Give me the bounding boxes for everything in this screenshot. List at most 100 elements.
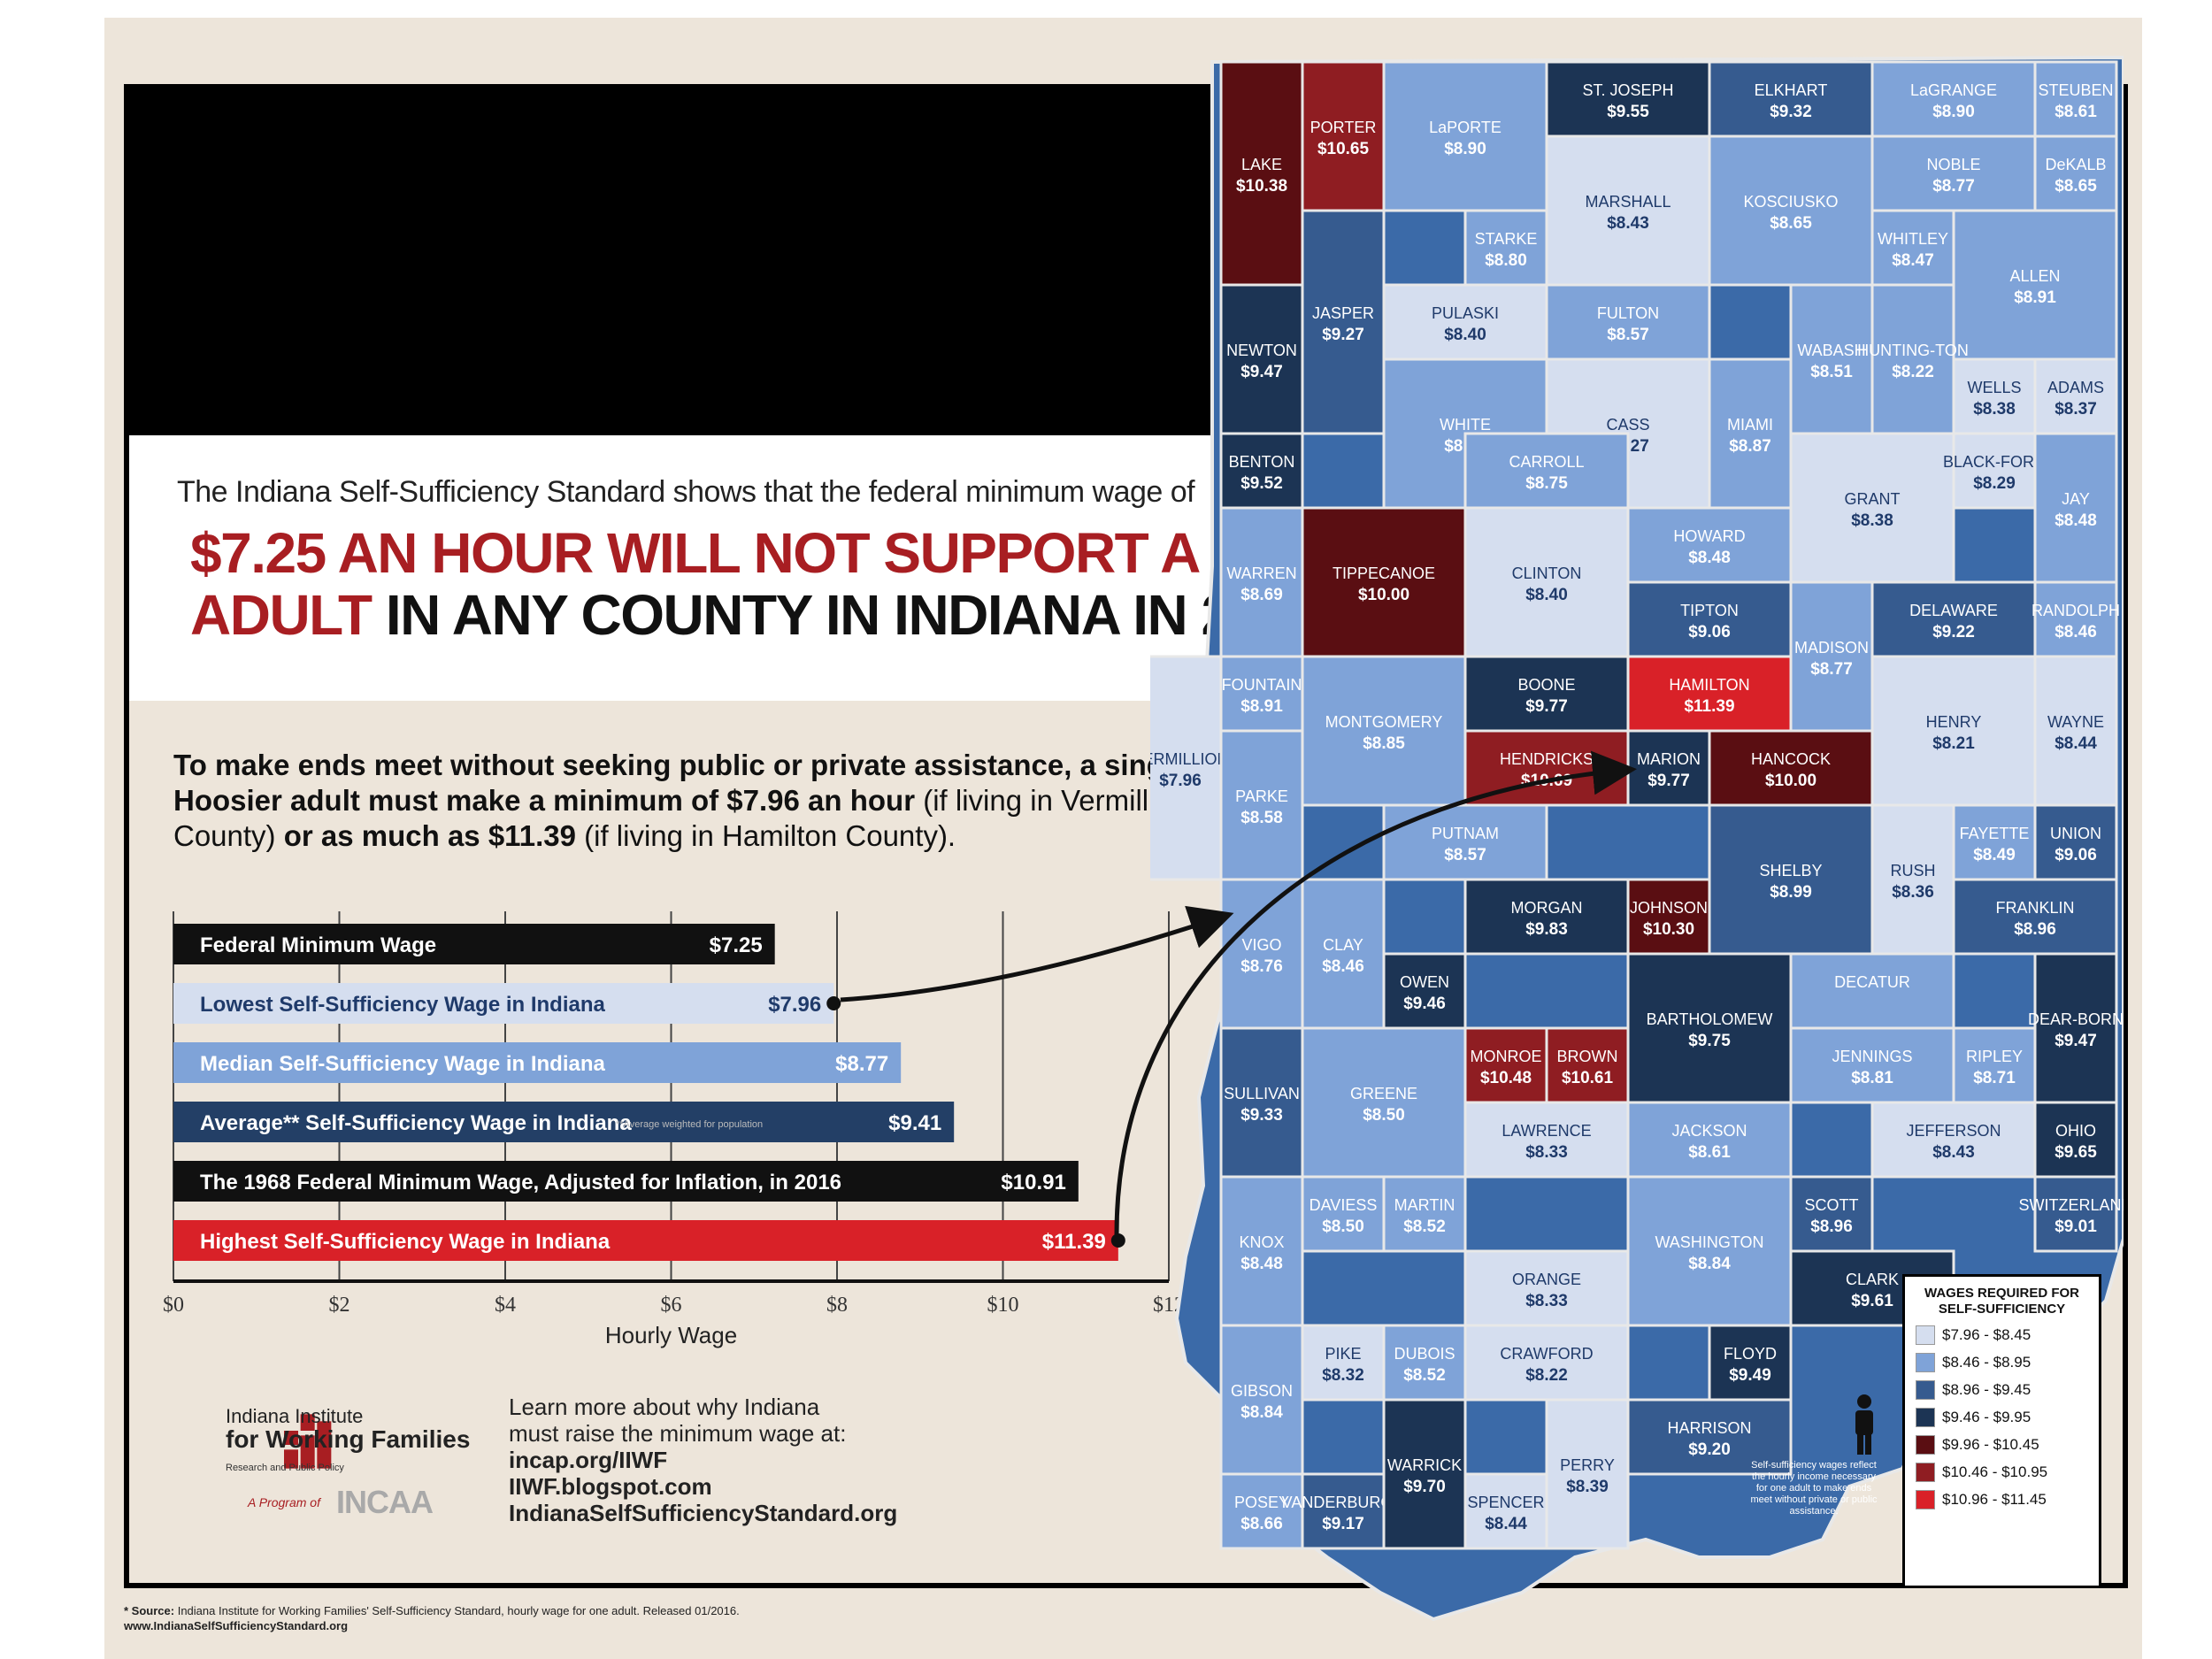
county-wage: $8.22 bbox=[1892, 363, 1934, 381]
x-tick-label: $0 bbox=[163, 1294, 184, 1317]
county-name: WELLS bbox=[1967, 379, 2021, 396]
county-wage: $9.77 bbox=[1525, 697, 1568, 716]
county-perry: PERRY $8.39 bbox=[1545, 1398, 1630, 1550]
county-shape bbox=[1219, 655, 1304, 733]
county-wage: $8.48 bbox=[1240, 1255, 1283, 1273]
county-shape bbox=[2033, 655, 2118, 807]
county-scott: SCOTT $8.96 bbox=[1789, 1175, 1874, 1253]
person-icon bbox=[1855, 1394, 1873, 1455]
county-wage: $8.43 bbox=[1607, 214, 1649, 233]
county-wage: $8.29 bbox=[1973, 474, 2016, 493]
county-name: ORANGE bbox=[1512, 1271, 1581, 1288]
county-wage: $8.32 bbox=[1322, 1366, 1364, 1385]
county-starke: STARKE $8.80 bbox=[1463, 209, 1548, 287]
county-wells: WELLS $8.38 bbox=[1952, 357, 2037, 435]
bar-value-label: $7.96 bbox=[768, 993, 821, 1017]
x-tick-label: $6 bbox=[661, 1294, 682, 1317]
county-crawford: CRAWFORD $8.22 bbox=[1463, 1324, 1630, 1402]
body-paragraph: To make ends meet without seeking public… bbox=[173, 748, 1217, 854]
link-blogspot[interactable]: IIWF.blogspot.com bbox=[509, 1473, 712, 1500]
link-standard[interactable]: IndianaSelfSufficiencyStandard.org bbox=[509, 1500, 898, 1526]
county-wage: $9.27 bbox=[1322, 326, 1364, 344]
x-tick-label: $10 bbox=[987, 1294, 1019, 1317]
county-name: CRAWFORD bbox=[1500, 1345, 1593, 1363]
source-url[interactable]: www.IndianaSelfSufficiencyStandard.org bbox=[124, 1619, 349, 1632]
county-wage: $9.61 bbox=[1851, 1292, 1893, 1310]
county-shape bbox=[1301, 1175, 1386, 1253]
county-name: KOSCIUSKO bbox=[1743, 193, 1838, 211]
county-fayette: FAYETTE $8.49 bbox=[1952, 803, 2037, 881]
county-johnson: JOHNSON $10.30 bbox=[1626, 878, 1711, 956]
county-name: DAVIESS bbox=[1310, 1196, 1378, 1214]
county-name: SCOTT bbox=[1805, 1196, 1859, 1214]
county-shape bbox=[1708, 357, 1793, 510]
county-franklin: FRANKLIN $8.96 bbox=[1952, 878, 2118, 956]
county-name: JACKSON bbox=[1671, 1122, 1747, 1140]
county-wage: $8.33 bbox=[1525, 1143, 1568, 1162]
county-tipton: TIPTON $9.06 bbox=[1626, 580, 1793, 658]
intro-text: The Indiana Self-Sufficiency Standard sh… bbox=[177, 475, 1195, 509]
county-jay: JAY $8.48 bbox=[2033, 432, 2118, 584]
county-vigo: VIGO $8.76 bbox=[1219, 878, 1304, 1030]
county-shape bbox=[1219, 283, 1304, 435]
bar-category-label: Median Self-Sufficiency Wage in Indiana bbox=[200, 1052, 606, 1076]
county-name: DeKALB bbox=[2045, 156, 2106, 173]
county-shape bbox=[1545, 134, 1711, 287]
county-name: HAMILTON bbox=[1669, 676, 1749, 694]
county-tippecanoe: TIPPECANOE $10.00 bbox=[1301, 506, 1467, 658]
county-name: DUBOIS bbox=[1394, 1345, 1455, 1363]
county-name: STARKE bbox=[1475, 230, 1538, 248]
county-clinton: CLINTON $8.40 bbox=[1463, 506, 1630, 658]
legend-label: $8.96 - $9.45 bbox=[1942, 1381, 2032, 1398]
county-wage: $9.70 bbox=[1403, 1478, 1446, 1496]
legend-swatch bbox=[1916, 1353, 1935, 1372]
bar bbox=[173, 1042, 902, 1083]
county-newton: NEWTON $9.47 bbox=[1219, 283, 1304, 435]
county-shape bbox=[2033, 580, 2118, 658]
county-name: BLACK-FORD bbox=[1943, 453, 2046, 471]
body-p3: or as much as $11.39 bbox=[283, 819, 576, 852]
county-wage: $9.01 bbox=[2055, 1217, 2097, 1236]
county-name: DEAR-BORN bbox=[2028, 1010, 2124, 1028]
county-name: BOONE bbox=[1517, 676, 1575, 694]
county-shape bbox=[1463, 209, 1548, 287]
source-note: * Source: Indiana Institute for Working … bbox=[124, 1603, 740, 1633]
county-knox: KNOX $8.48 bbox=[1219, 1175, 1304, 1327]
bar-category-label: Lowest Self-Sufficiency Wage in Indiana bbox=[200, 993, 606, 1017]
county-wage: $8.91 bbox=[2014, 288, 2056, 307]
county-name: PORTER bbox=[1310, 119, 1377, 136]
x-tick-label: $2 bbox=[329, 1294, 350, 1317]
county-name: POSEY bbox=[1234, 1494, 1289, 1511]
county-shape bbox=[1789, 952, 1955, 1030]
county-name: WASHINGTON bbox=[1655, 1233, 1763, 1251]
county-shape bbox=[2033, 1101, 2118, 1179]
legend-swatch bbox=[1916, 1435, 1935, 1455]
county-name: JEFFERSON bbox=[1906, 1122, 2001, 1140]
county-benton: BENTON $9.52 bbox=[1219, 432, 1304, 510]
county-shape bbox=[1382, 60, 1548, 212]
county-wage: $9.22 bbox=[1932, 623, 1975, 641]
county-randolph: RANDOLPH $8.46 bbox=[2032, 580, 2120, 658]
county-shape bbox=[1626, 1175, 1793, 1327]
county-name: TIPPECANOE bbox=[1333, 565, 1435, 582]
link-incap[interactable]: incap.org/IIWF bbox=[509, 1447, 668, 1473]
county-lake: LAKE $10.38 bbox=[1219, 60, 1304, 287]
county-sullivan: SULLIVAN $9.33 bbox=[1219, 1026, 1304, 1179]
county-howard: HOWARD $8.48 bbox=[1626, 506, 1793, 584]
county-monroe: MONROE $10.48 bbox=[1463, 1026, 1548, 1104]
iiwf-line2: for Working Families bbox=[226, 1425, 471, 1453]
county-name: HANCOCK bbox=[1751, 750, 1831, 768]
county-name: JOHNSON bbox=[1630, 899, 1708, 917]
county-name: WABASH bbox=[1797, 342, 1865, 359]
county-shape bbox=[1463, 729, 1630, 807]
county-shape bbox=[1952, 803, 2037, 881]
county-laporte: LaPORTE $8.90 bbox=[1382, 60, 1548, 212]
iiwf-subtitle: Research and Public Policy bbox=[226, 1463, 344, 1473]
county-jackson: JACKSON $8.61 bbox=[1626, 1101, 1793, 1179]
county-shape bbox=[1463, 1101, 1630, 1179]
county-name: CASS bbox=[1606, 416, 1649, 434]
county-name: PERRY bbox=[1560, 1456, 1615, 1474]
county-shape bbox=[1789, 1026, 1955, 1104]
county-wage: $8.84 bbox=[1240, 1403, 1283, 1422]
body-p1: To make ends meet without seeking public… bbox=[173, 749, 1189, 817]
